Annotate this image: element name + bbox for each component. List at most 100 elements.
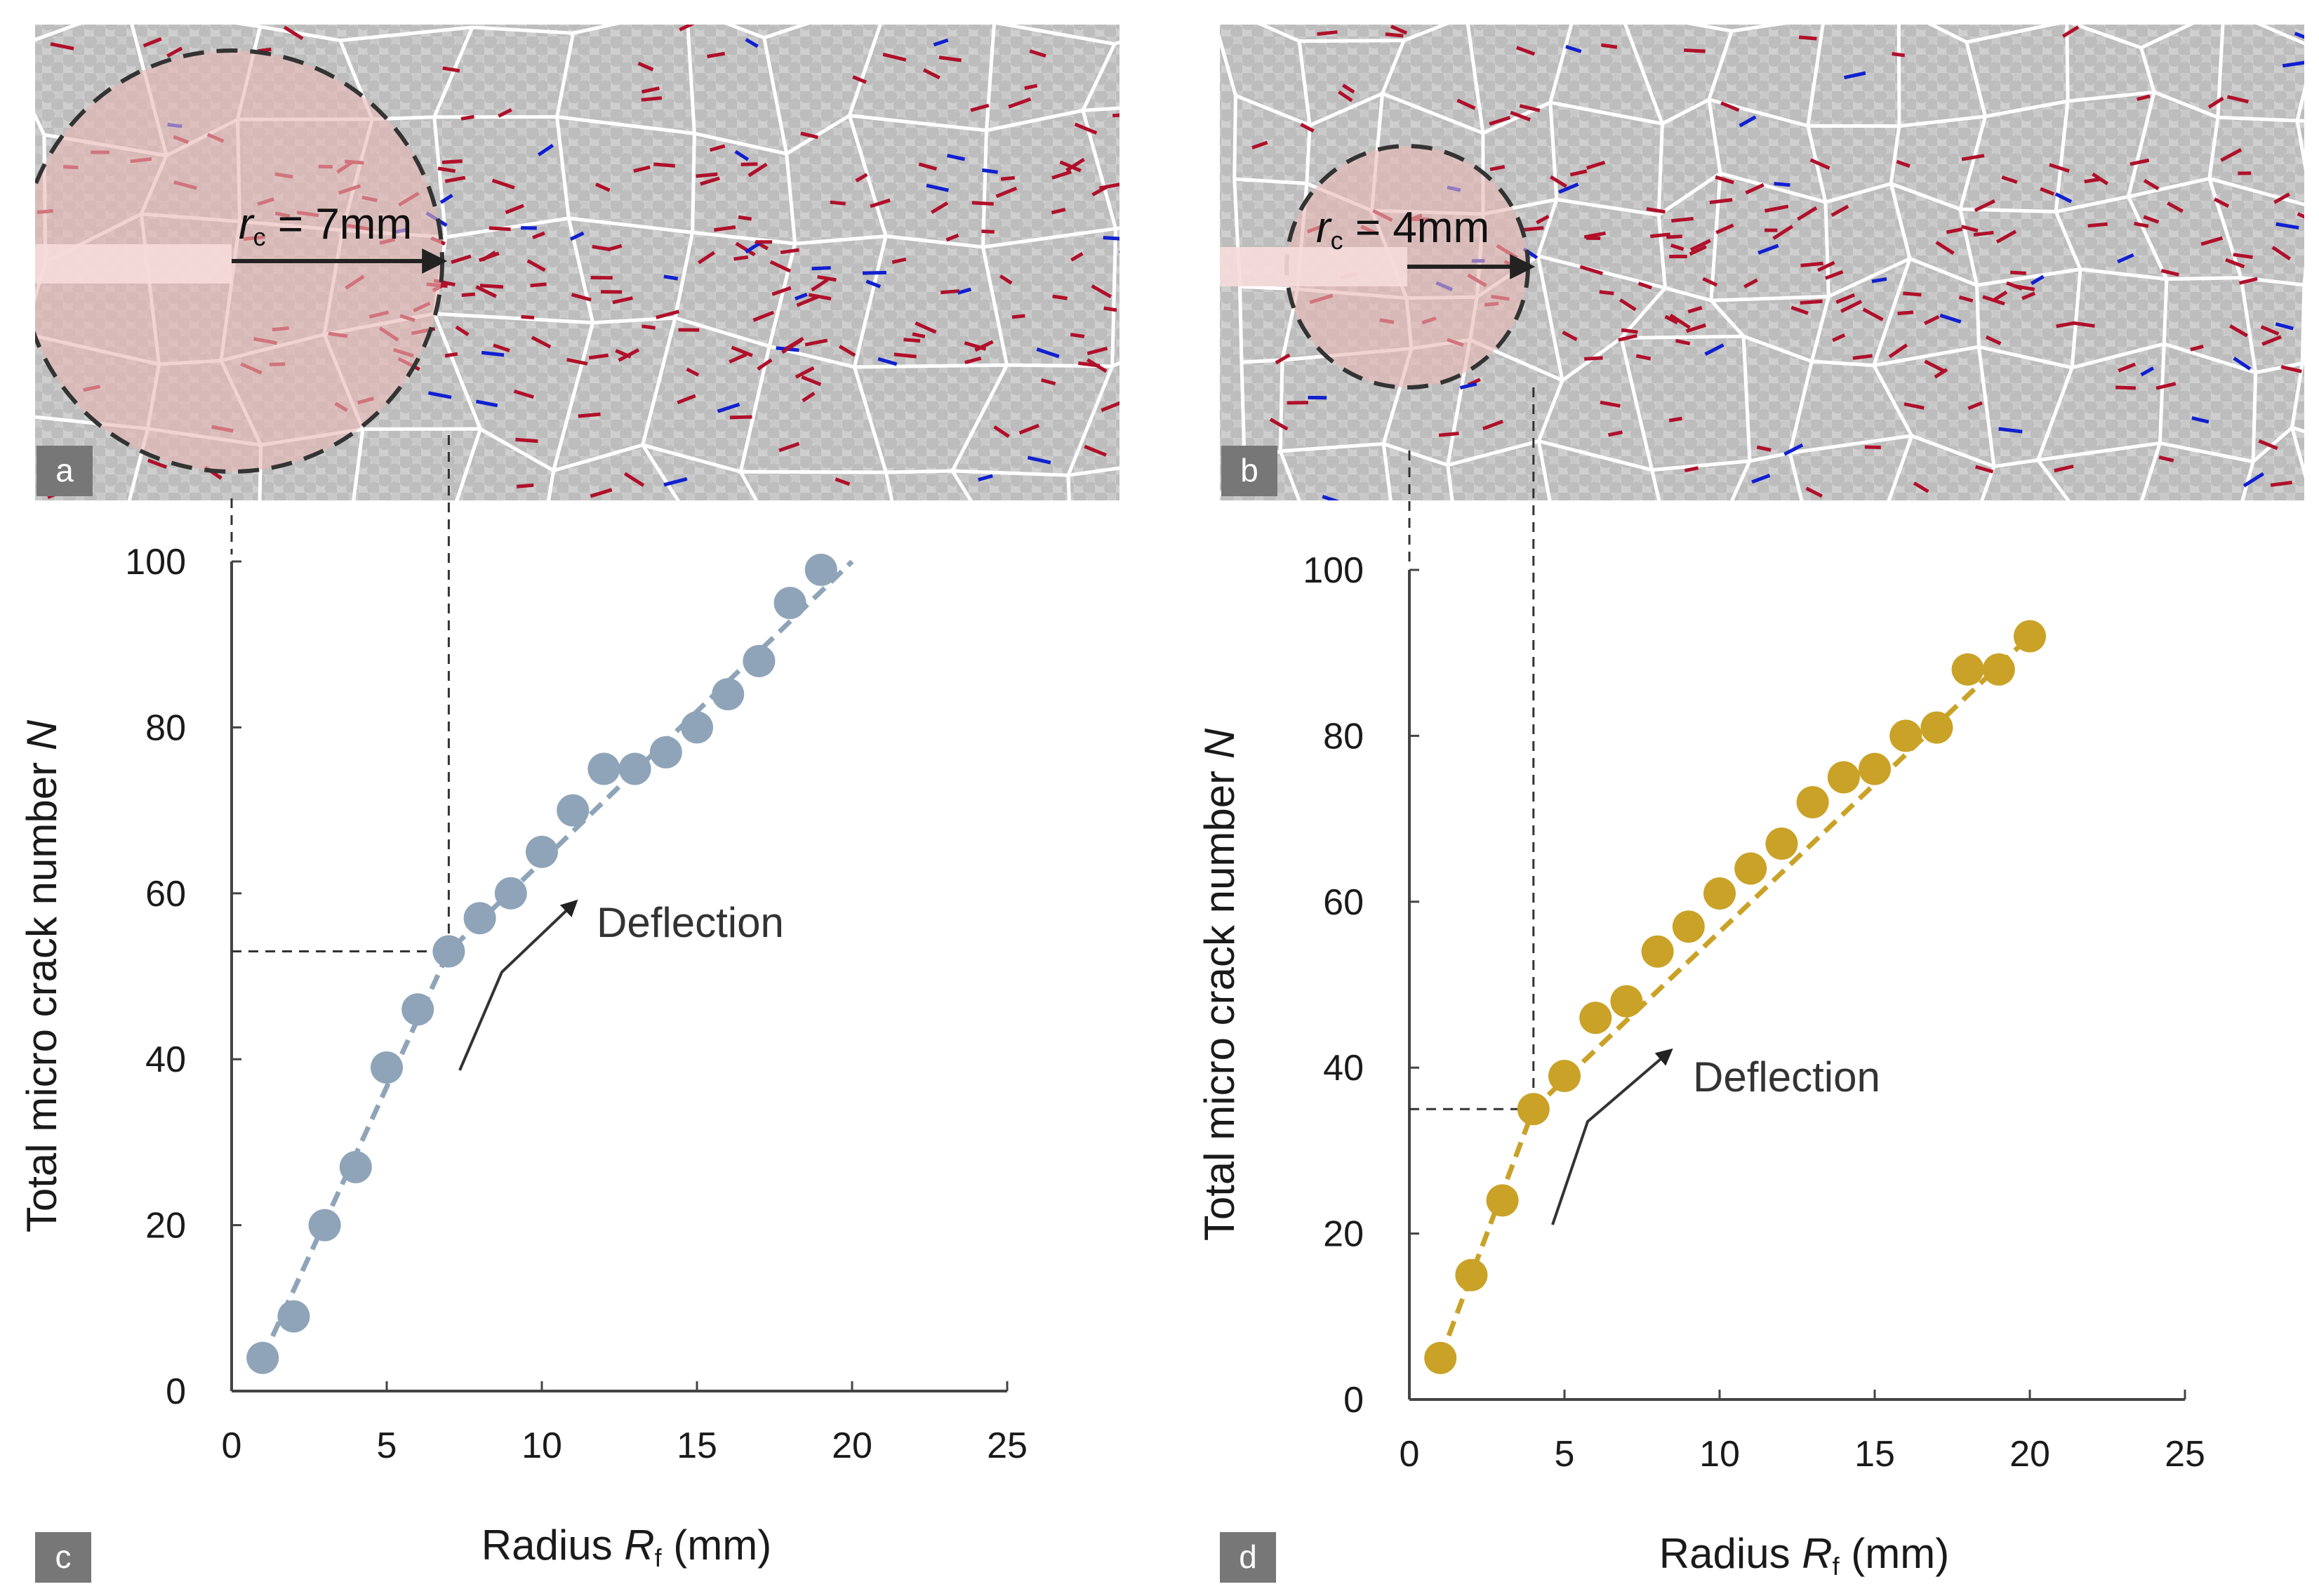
- micro-crack: [2226, 95, 2250, 104]
- grain-boundary: [2295, 84, 2304, 121]
- x-tick-label-c: 10: [521, 1425, 562, 1466]
- notch-a: [35, 244, 232, 284]
- rc-arrow-a: rc = 7mm: [232, 200, 448, 274]
- micro-crack: [1087, 346, 1108, 356]
- grain-boundary: [1788, 434, 1913, 500]
- rc-symbol-a: r: [239, 200, 255, 248]
- x-tick-label-d: 0: [1400, 1434, 1420, 1475]
- micro-crack: [2006, 281, 2023, 291]
- data-point-c: [494, 877, 527, 910]
- micro-crack: [1165, 169, 1184, 175]
- micro-crack: [2191, 416, 2210, 424]
- micro-crack: [1084, 444, 1107, 457]
- grain-boundary: [1066, 361, 1119, 477]
- micro-crack: [1852, 354, 1873, 360]
- micro-crack: [1579, 265, 1604, 276]
- y-tick-label-d: 80: [1323, 716, 1364, 757]
- micro-crack: [1637, 281, 1652, 290]
- micro-crack: [1181, 312, 1195, 320]
- trend-line-c: [260, 559, 854, 1359]
- micro-crack: [2129, 158, 2150, 166]
- micro-crack: [865, 279, 882, 288]
- rc-value-a: = 7mm: [266, 200, 412, 248]
- x-axis-title-d: Radius Rf (mm): [1659, 1530, 1949, 1581]
- grain-boundary: [555, 25, 621, 118]
- grain-boundary: [1192, 545, 1282, 637]
- grain-boundary: [432, 25, 573, 118]
- grain-boundary: [853, 363, 1007, 473]
- micro-crack: [1756, 445, 1772, 452]
- grain-boundary: [852, 234, 983, 368]
- micro-crack: [2200, 236, 2224, 246]
- micro-crack: [2061, 25, 2080, 38]
- data-point-d: [1734, 852, 1767, 885]
- y-tick-label-c: 20: [145, 1206, 186, 1246]
- micro-crack: [2229, 324, 2248, 338]
- micro-crack: [1704, 343, 1725, 356]
- data-point-c: [401, 993, 434, 1026]
- micro-crack: [2117, 253, 2134, 264]
- micro-crack: [2030, 274, 2045, 286]
- micro-crack: [1832, 333, 1846, 343]
- micro-crack: [2049, 163, 2070, 173]
- panel-label-b: b: [1240, 452, 1258, 488]
- micro-crack: [1101, 401, 1119, 413]
- micro-crack: [877, 357, 898, 366]
- grain-boundary: [35, 25, 82, 136]
- micro-crack: [696, 172, 718, 178]
- data-point-c: [308, 1209, 341, 1242]
- micro-crack: [1830, 204, 1849, 218]
- grain-boundary: [884, 469, 952, 500]
- data-point-d: [2014, 620, 2046, 653]
- rc-sub-b: c: [1331, 226, 1343, 255]
- micro-crack: [1961, 225, 1979, 233]
- micro-crack: [931, 201, 949, 214]
- micro-crack: [588, 353, 609, 360]
- data-point-d: [1672, 910, 1705, 943]
- grain-boundary: [1456, 512, 1552, 606]
- micro-crack: [1317, 30, 1338, 36]
- micro-crack: [1385, 32, 1404, 38]
- micro-crack: [1103, 306, 1117, 312]
- grain-boundary: [1788, 359, 1874, 453]
- micro-crack: [1103, 236, 1119, 241]
- micro-crack: [2275, 322, 2294, 331]
- grain-boundary: [1232, 93, 1311, 180]
- micro-crack: [1897, 310, 1914, 316]
- grain-boundary: [1110, 226, 1119, 366]
- grain-boundary: [1958, 99, 2068, 210]
- micro-crack: [1520, 226, 1544, 232]
- deflection-arrow-d: [1551, 1048, 1673, 1225]
- micro-crack: [2275, 222, 2299, 230]
- micro-crack: [1720, 101, 1740, 112]
- micro-crack: [945, 233, 959, 242]
- micro-crack: [1840, 300, 1863, 313]
- micro-crack: [731, 345, 753, 357]
- micro-crack: [735, 241, 756, 257]
- grain-boundary: [1706, 510, 1811, 605]
- grain-boundary: [1081, 40, 1119, 112]
- data-point-d: [1703, 877, 1736, 910]
- micro-crack: [1751, 474, 1771, 484]
- rc-value-b: = 4mm: [1343, 204, 1489, 252]
- micro-crack: [612, 296, 633, 305]
- micro-crack: [2270, 480, 2292, 487]
- micro-crack: [1269, 418, 1289, 431]
- micro-crack: [2280, 365, 2302, 373]
- micro-crack: [1322, 495, 1340, 500]
- annotation-c: Deflection: [597, 899, 784, 946]
- micro-crack: [729, 352, 747, 364]
- micro-crack: [2220, 148, 2242, 162]
- micro-crack: [796, 295, 819, 307]
- y-tick-label-d: 40: [1323, 1048, 1364, 1089]
- grain-boundary: [538, 521, 692, 687]
- micro-crack: [439, 194, 453, 204]
- micro-crack: [1709, 198, 1733, 205]
- micro-crack: [2282, 60, 2304, 68]
- micro-crack: [769, 260, 792, 273]
- micro-crack: [933, 38, 949, 47]
- micro-crack: [1619, 298, 1637, 312]
- micro-crack: [993, 425, 1010, 438]
- micro-crack: [2294, 32, 2304, 39]
- grain-boundary: [1887, 434, 1995, 500]
